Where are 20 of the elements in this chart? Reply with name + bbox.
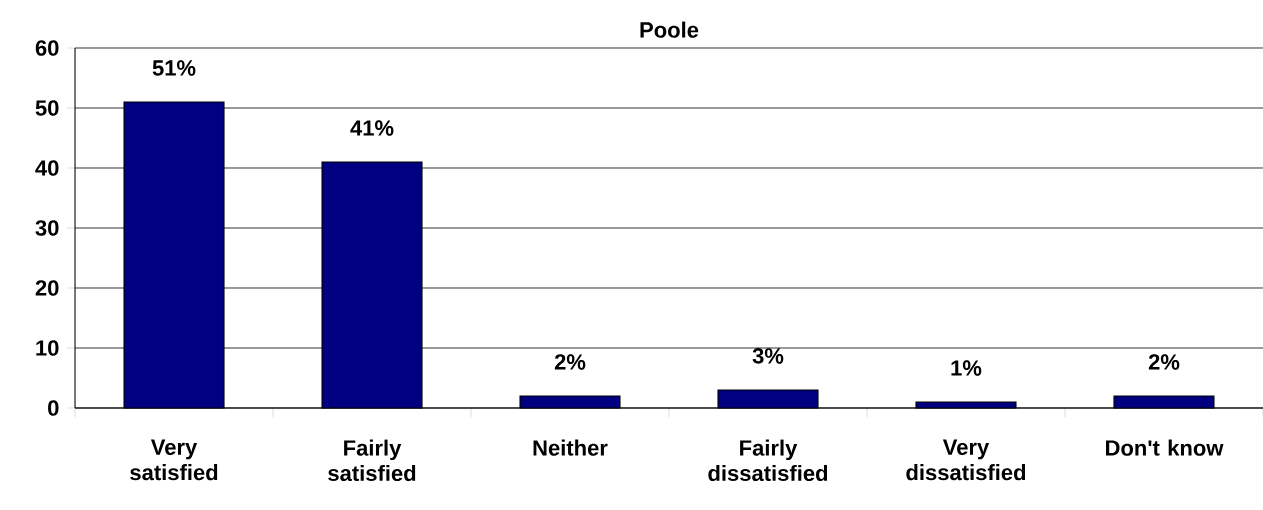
y-tick-label: 0 <box>48 400 59 416</box>
y-tick-label: 40 <box>35 160 59 176</box>
x-tick-label: Neither <box>533 439 608 456</box>
y-tick-label: 20 <box>35 280 59 296</box>
data-label: 1% <box>951 360 982 376</box>
x-tick-label: Don't know <box>1106 439 1224 456</box>
data-label: 2% <box>1148 354 1180 370</box>
data-label: 3% <box>752 348 784 364</box>
y-tick-label: 60 <box>35 40 59 56</box>
data-label: 2% <box>554 354 586 370</box>
y-tick-label: 10 <box>36 340 59 356</box>
chart-title: Poole <box>640 21 699 38</box>
data-label: 41% <box>350 120 394 136</box>
y-tick-label: 30 <box>35 220 59 236</box>
x-tick-label: Very satisfied <box>130 439 218 481</box>
x-tick-label: Very dissatisfied <box>906 439 1026 481</box>
x-tick-label: Fairly dissatisfied <box>708 439 828 482</box>
data-label: 51% <box>152 60 196 76</box>
x-tick-label: Fairly satisfied <box>328 439 416 482</box>
y-tick-label: 50 <box>35 100 59 116</box>
